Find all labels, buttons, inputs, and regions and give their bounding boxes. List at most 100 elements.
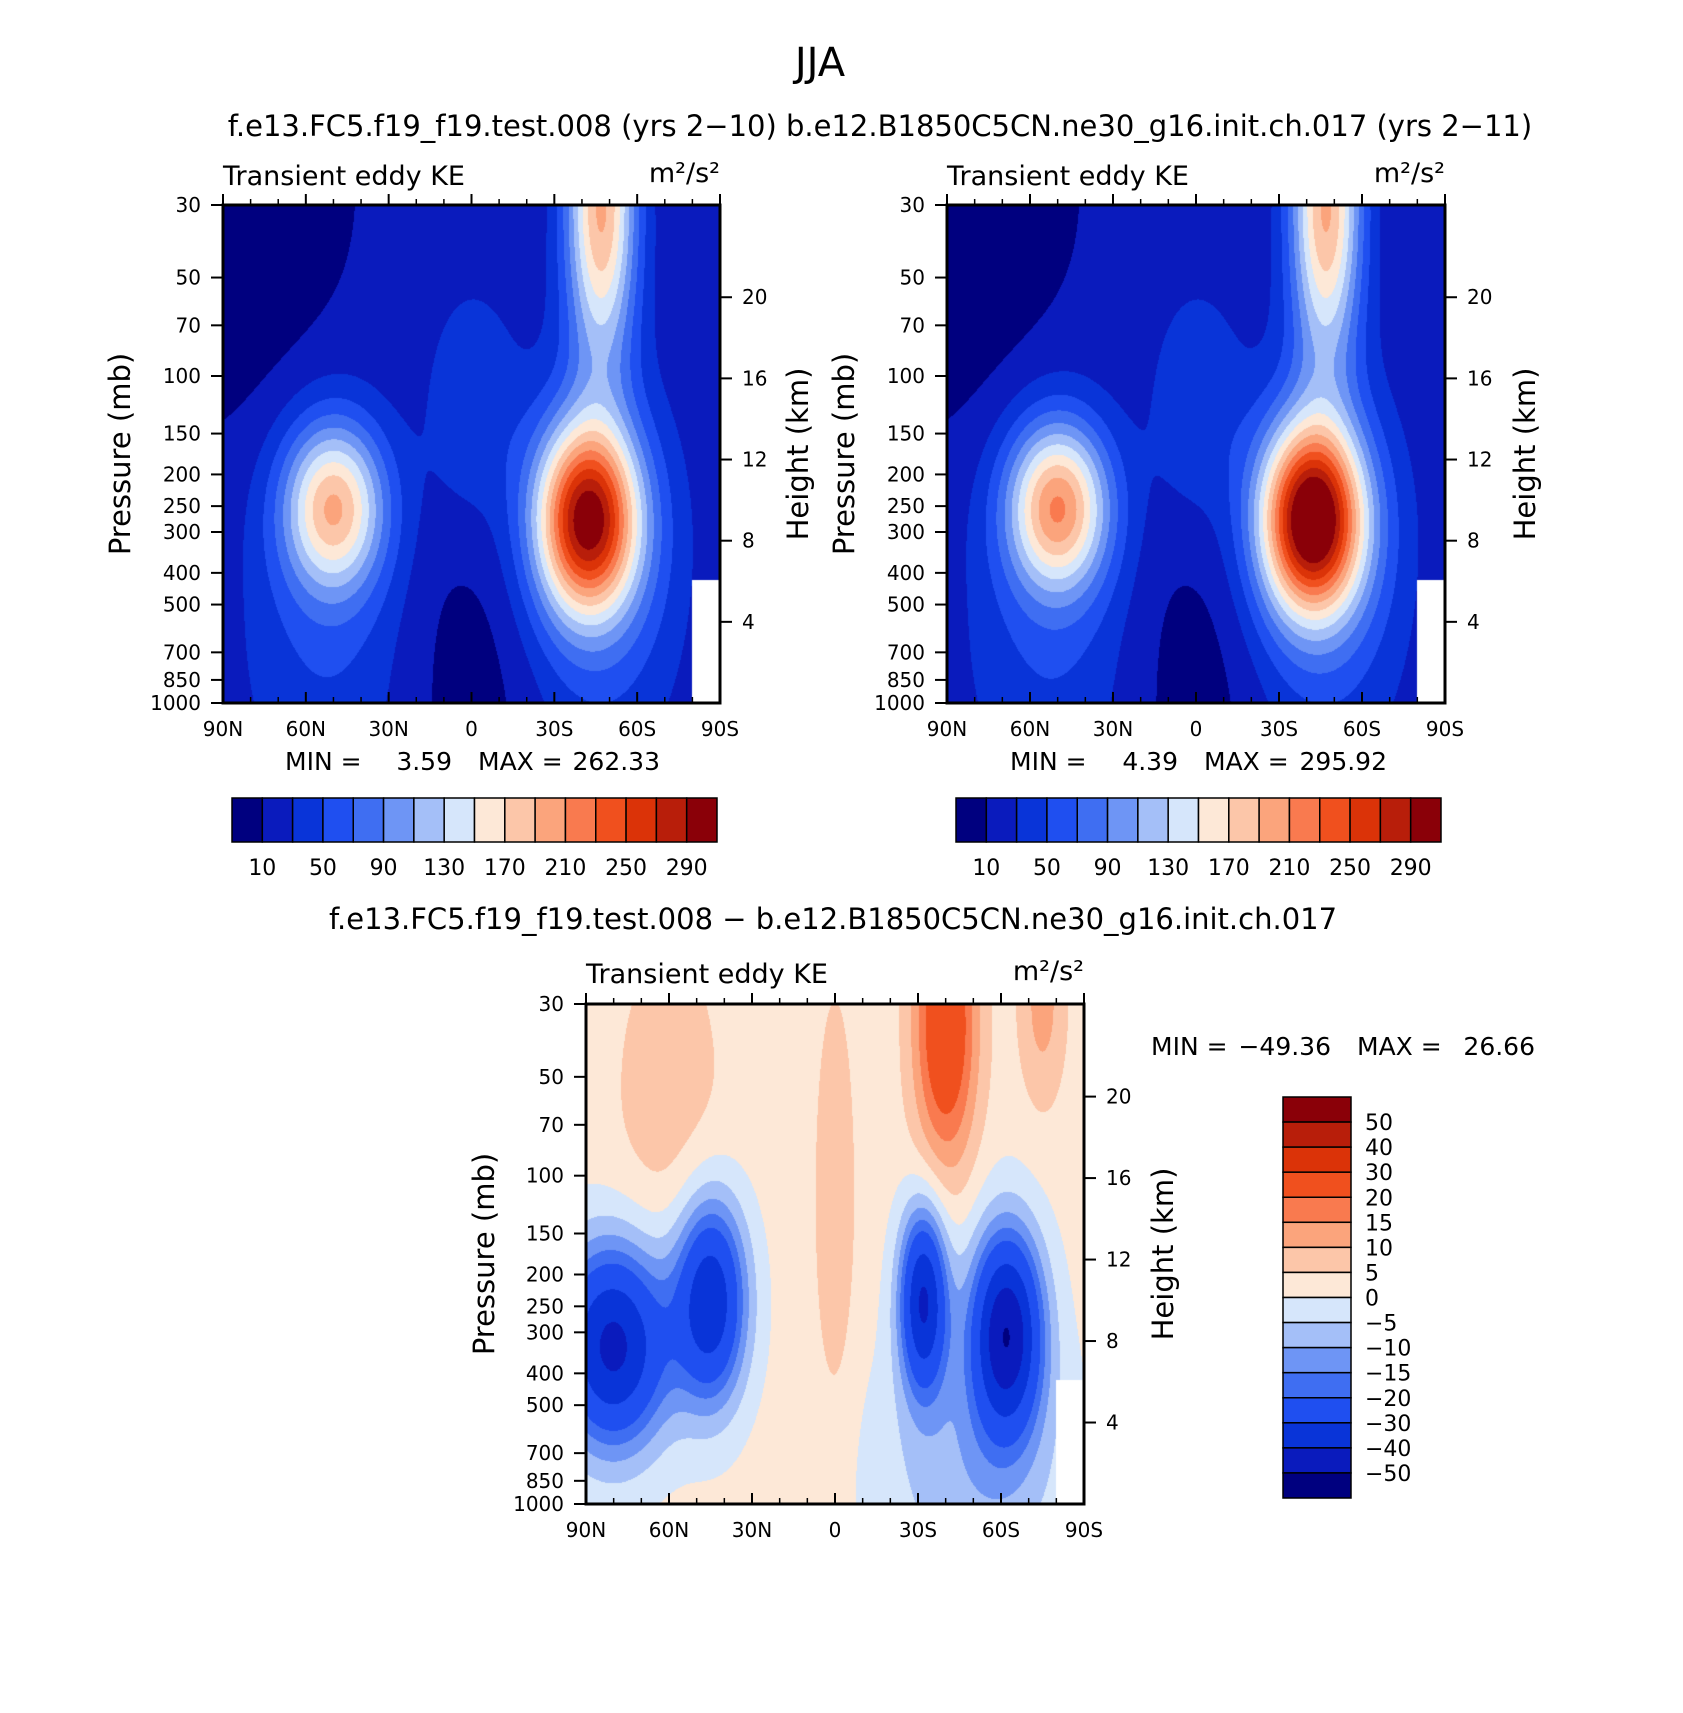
max-label-test: MAX = (478, 747, 563, 776)
y-tick-label: 1000 (874, 691, 925, 715)
y-axis-label-difference: Pressure (mb) (467, 1153, 501, 1355)
colorbar-label: −20 (1365, 1387, 1411, 1412)
y-right-tick-label: 12 (742, 448, 767, 472)
heatmap-control (947, 205, 1445, 703)
max-label-difference: MAX = (1357, 1032, 1442, 1061)
panel-control: Transient eddy KE m²/s² Pressure (mb) He… (827, 158, 1542, 881)
colorbar-label: −15 (1365, 1362, 1411, 1387)
colorbar-label: 170 (1208, 856, 1250, 881)
colorbar-box (1015, 797, 1048, 843)
colorbar-box (1282, 1121, 1352, 1148)
heatmap-difference (586, 1004, 1084, 1504)
y-tick-label: 400 (526, 1361, 564, 1385)
y-tick-label: 500 (526, 1393, 564, 1417)
colorbar-box (413, 797, 445, 843)
y-tick-label: 70 (539, 1113, 564, 1137)
colorbar-label: 90 (370, 856, 398, 881)
colorbar-label: −5 (1365, 1312, 1397, 1337)
y-right-tick-label: 12 (1106, 1248, 1131, 1272)
y-tick-label: 500 (887, 593, 925, 617)
colorbar-label: 10 (972, 856, 1000, 881)
colorbar-box (1282, 1296, 1352, 1324)
colorbar-box (1106, 797, 1139, 843)
y-right-tick-label: 20 (1106, 1085, 1131, 1109)
x-tick-label: 90N (566, 1518, 606, 1542)
max-value-test: 262.33 (573, 747, 660, 776)
x-tick-label: 60N (1010, 717, 1050, 741)
colorbar-label: 210 (1268, 856, 1310, 881)
colorbar-box (322, 797, 354, 843)
x-tick-label: 90S (701, 717, 739, 741)
colorbar-box (1282, 1321, 1352, 1349)
y-right-tick-label: 8 (1467, 529, 1480, 553)
colorbar-box (1282, 1146, 1352, 1173)
x-tick-label: 30N (732, 1518, 772, 1542)
x-tick-label: 30S (535, 717, 573, 741)
y-tick-label: 700 (526, 1441, 564, 1465)
y-tick-label: 250 (887, 494, 925, 518)
colorbar-box (1379, 797, 1412, 843)
colorbar-box (1282, 1472, 1352, 1499)
variable-label-difference: Transient eddy KE (585, 959, 828, 990)
x-tick-label: 30S (1260, 717, 1298, 741)
colorbar-label: 90 (1094, 856, 1122, 881)
colorbar-box (1258, 797, 1291, 843)
colorbar-box (955, 797, 988, 843)
axis-ticks-control: 90N 60N 30N 0 30S 60S 90S 30 50 70 100 150 200 250300… (874, 193, 1492, 741)
x-tick-label: 60N (649, 1518, 689, 1542)
colorbar-box (1288, 797, 1321, 843)
y-right-tick-label: 4 (1467, 610, 1480, 634)
y-right-tick-label: 8 (1106, 1329, 1119, 1353)
max-label-control: MAX = (1204, 747, 1289, 776)
x-tick-label: 90S (1065, 1518, 1103, 1542)
colorbar-box (382, 797, 415, 843)
y-right-tick-label: 16 (742, 366, 767, 390)
y-axis-label-test: Pressure (mb) (103, 353, 137, 555)
colorbar-box (1282, 1422, 1352, 1449)
colorbar-label: 40 (1365, 1136, 1393, 1161)
y-right-tick-label: 20 (1467, 285, 1492, 309)
y-tick-label: 70 (176, 313, 201, 337)
x-tick-label: 0 (465, 717, 478, 741)
colorbar-box (1282, 1221, 1352, 1249)
y-right-tick-label: 8 (742, 529, 755, 553)
y-tick-label: 100 (163, 364, 201, 388)
colorbar-box (1228, 797, 1260, 843)
y-tick-label: 30 (539, 992, 564, 1016)
y-tick-label: 150 (526, 1221, 564, 1245)
y-tick-label: 150 (887, 422, 925, 446)
y-tick-label: 300 (526, 1320, 564, 1344)
y-right-tick-label: 16 (1467, 366, 1492, 390)
y-tick-label: 100 (526, 1164, 564, 1188)
colorbar-box (985, 797, 1018, 843)
colorbar-label: 0 (1365, 1287, 1379, 1312)
y-axis-label-control: Pressure (mb) (827, 353, 861, 555)
y-tick-label: 850 (163, 668, 201, 692)
colorbar-label: 290 (1390, 856, 1432, 881)
colorbar-box (473, 797, 506, 843)
x-tick-label: 60S (982, 1518, 1020, 1542)
y-right-tick-label: 12 (1467, 448, 1492, 472)
colorbar-box (1282, 1447, 1352, 1474)
min-value-test: 3.59 (396, 747, 452, 776)
y-tick-label: 50 (900, 266, 925, 290)
y-tick-label: 850 (526, 1469, 564, 1493)
y-tick-label: 250 (526, 1294, 564, 1318)
colorbar-box (1282, 1196, 1352, 1224)
heatmap-test (223, 205, 720, 703)
y-right-tick-label: 16 (1106, 1166, 1131, 1190)
colorbar-box (625, 797, 658, 843)
y-right-axis-label-control: Height (km) (1508, 368, 1542, 541)
colorbar-label: −30 (1365, 1412, 1411, 1437)
y-tick-label: 50 (539, 1065, 564, 1089)
figure-title: JJA (792, 40, 846, 86)
colorbar-label: 250 (605, 856, 647, 881)
y-tick-label: 700 (163, 640, 201, 664)
top-panels-header: f.e13.FC5.f19_f19.test.008 (yrs 2−10) b.… (228, 109, 1532, 143)
panel-difference: Transient eddy KE m²/s² Pressure (mb) He… (467, 956, 1535, 1542)
colorbar-box (1349, 797, 1382, 843)
panel-test: Transient eddy KE m²/s² Pressure (mb) He… (103, 158, 815, 881)
colorbar-label: 15 (1365, 1211, 1393, 1236)
variable-label-test: Transient eddy KE (222, 161, 465, 192)
colorbar-label: 290 (666, 856, 708, 881)
